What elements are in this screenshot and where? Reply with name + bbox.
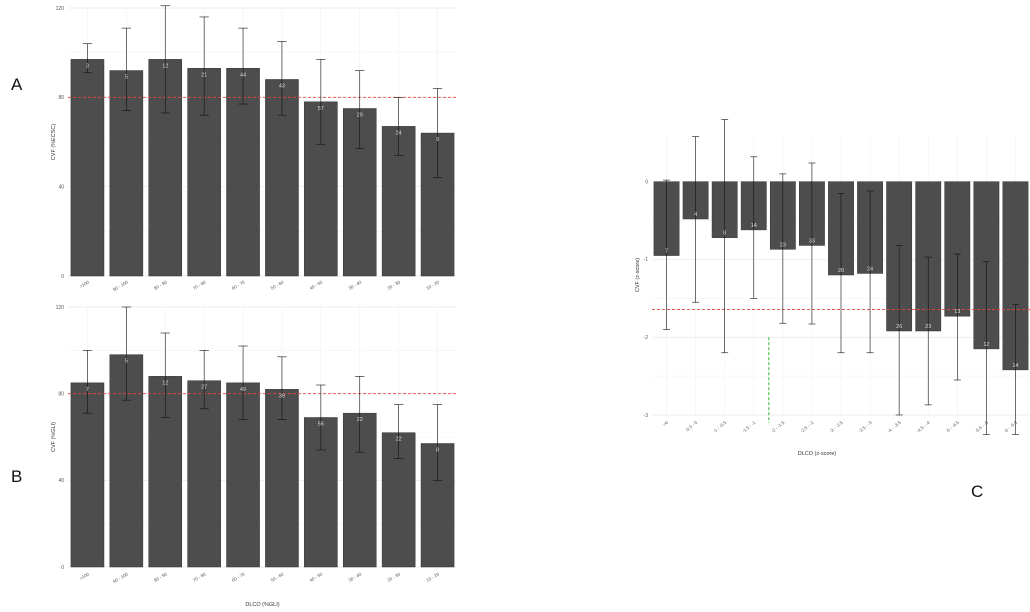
bar-count-label: 57 bbox=[318, 106, 324, 112]
x-tick-label: -4.5 - -4 bbox=[916, 420, 932, 434]
x-tick-label: -2.5 - -2 bbox=[799, 420, 815, 434]
y-tick-label: -1 bbox=[644, 257, 649, 263]
y-axis-label: CVF (%ECSC) bbox=[51, 124, 57, 161]
x-tick-label: 40 - 50 bbox=[309, 279, 324, 291]
x-axis-label: DLCO (%GLI) bbox=[245, 602, 279, 608]
chart-panel-a: 0 40 80 120 CVF (%ECSC) 3 5 12 21 44 43 57 29 24 9 >100… bbox=[51, 5, 457, 292]
x-tick-label: 70 - 80 bbox=[192, 571, 207, 583]
bar-count-label: 12 bbox=[162, 380, 168, 386]
bar-count-label: 3 bbox=[86, 63, 89, 69]
bar-count-label: 8 bbox=[723, 231, 726, 237]
y-tick-label: -2 bbox=[644, 335, 649, 341]
x-tick-label: 80 - 90 bbox=[153, 279, 168, 291]
bar bbox=[70, 382, 105, 568]
x-tick-label: 50 - 60 bbox=[270, 571, 285, 583]
bar-count-label: 24 bbox=[396, 130, 402, 136]
y-tick-label: 120 bbox=[56, 6, 65, 12]
bar-count-label: 23 bbox=[780, 242, 786, 248]
x-tick-label: 30 - 40 bbox=[348, 571, 363, 583]
y-tick-label: 40 bbox=[58, 478, 64, 484]
bar bbox=[1002, 181, 1029, 371]
bar-count-label: 29 bbox=[357, 113, 363, 119]
bar-count-label: 8 bbox=[436, 448, 439, 454]
bar-count-label: 22 bbox=[396, 437, 402, 443]
panel-label-c: C bbox=[971, 482, 984, 501]
x-tick-label: 50 - 60 bbox=[270, 279, 285, 291]
bar-count-label: 24 bbox=[867, 266, 873, 272]
x-tick-label: -3.5 - -3 bbox=[857, 420, 873, 434]
x-tick-label: -5.5 - -5 bbox=[974, 420, 990, 434]
chart-panel-b: 0 40 80 120 CVF (%GLI) 7 5 12 27 49 39 56 22 22 8 >100 9… bbox=[51, 305, 457, 608]
x-tick-label: 80 - 90 bbox=[153, 571, 168, 583]
x-tick-label: 10 - 20 bbox=[425, 279, 440, 291]
bar-count-label: 7 bbox=[86, 387, 89, 393]
bar-count-label: 23 bbox=[925, 324, 931, 330]
x-tick-label: -4 - -3.5 bbox=[887, 420, 903, 434]
x-tick-label: -3 - -2.5 bbox=[828, 420, 844, 434]
bar-count-label: 7 bbox=[665, 249, 668, 255]
bar-count-label: 27 bbox=[201, 385, 207, 391]
y-tick-label: 0 bbox=[61, 274, 64, 280]
y-axis-label: CVF (%GLI) bbox=[51, 422, 57, 452]
y-axis-label: CVF (z-score) bbox=[635, 258, 641, 292]
bar-count-label: 14 bbox=[751, 223, 757, 229]
bar-count-label: 26 bbox=[896, 324, 902, 330]
bar-count-label: 12 bbox=[983, 342, 989, 348]
x-tick-label: 60 - 70 bbox=[231, 571, 246, 583]
bar-count-label: 12 bbox=[162, 63, 168, 69]
y-tick-label: 120 bbox=[56, 305, 65, 311]
bar-count-label: 14 bbox=[1012, 363, 1018, 369]
x-tick-label: >100 bbox=[79, 571, 91, 581]
x-tick-label: >0 bbox=[662, 420, 670, 427]
x-tick-label: -5 - -4.5 bbox=[945, 420, 961, 434]
bar-count-label: 20 bbox=[838, 268, 844, 274]
bar-count-label: 9 bbox=[436, 137, 439, 143]
x-tick-label: -0.5 - 0 bbox=[684, 420, 699, 433]
bar-count-label: 33 bbox=[809, 238, 815, 244]
x-tick-label: >100 bbox=[79, 279, 91, 289]
bar bbox=[420, 443, 455, 568]
y-tick-label: -3 bbox=[644, 413, 649, 419]
x-tick-label: -1.5 - -1 bbox=[741, 420, 757, 434]
bar-count-label: 39 bbox=[279, 393, 285, 399]
bar-count-label: 13 bbox=[954, 309, 960, 315]
bar bbox=[70, 59, 105, 277]
x-tick-label: -1 - -0.5 bbox=[712, 420, 728, 434]
bar-count-label: 44 bbox=[240, 72, 246, 78]
panel-label-a: A bbox=[11, 75, 23, 94]
bar-count-label: 49 bbox=[240, 387, 246, 393]
x-tick-label: 90 - 100 bbox=[112, 279, 129, 292]
x-tick-label: 20 - 30 bbox=[387, 279, 402, 291]
bar-count-label: 22 bbox=[357, 417, 363, 423]
x-tick-label: 40 - 50 bbox=[309, 571, 324, 583]
x-tick-label: 90 - 100 bbox=[112, 571, 129, 584]
bar-count-label: 5 bbox=[125, 75, 128, 81]
x-tick-label: 10 - 20 bbox=[425, 571, 440, 583]
y-tick-label: 80 bbox=[58, 391, 64, 397]
x-tick-label: -6 - -5.5 bbox=[1003, 420, 1019, 434]
panel-label-b: B bbox=[11, 467, 23, 486]
x-tick-label: 20 - 30 bbox=[387, 571, 402, 583]
bar-count-label: 4 bbox=[694, 212, 697, 218]
x-tick-label: -2 - -1.5 bbox=[770, 420, 786, 434]
bar-count-label: 56 bbox=[318, 422, 324, 428]
y-tick-label: 80 bbox=[58, 95, 64, 101]
bar bbox=[187, 380, 221, 568]
y-tick-label: 0 bbox=[61, 565, 64, 571]
y-tick-label: 40 bbox=[58, 184, 64, 190]
x-axis-label: DLCO (z-score) bbox=[798, 451, 837, 457]
x-tick-label: 70 - 80 bbox=[192, 279, 207, 291]
bar-count-label: 5 bbox=[125, 359, 128, 365]
bar-count-label: 21 bbox=[201, 72, 207, 78]
x-tick-label: 30 - 40 bbox=[348, 279, 363, 291]
y-tick-label: 0 bbox=[645, 179, 648, 185]
x-tick-label: 60 - 70 bbox=[231, 279, 246, 291]
chart-panel-c: 0 -1 -2 -3 CVF (z-score) 7 4 8 14 23 33 20 24 26 23 13 1… bbox=[635, 119, 1030, 457]
bar-count-label: 43 bbox=[279, 83, 285, 89]
